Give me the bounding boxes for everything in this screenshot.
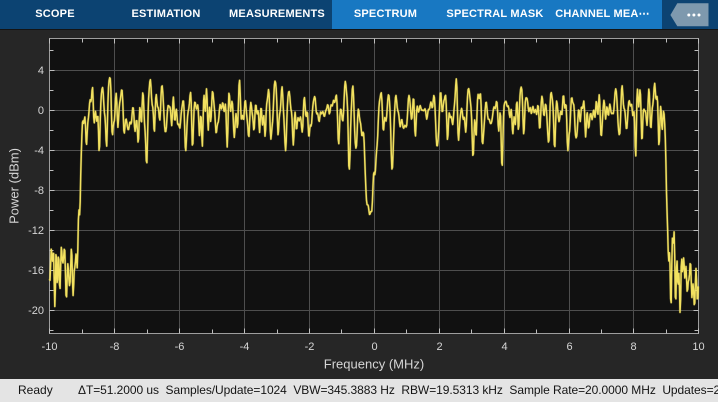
svg-text:-8: -8 (34, 185, 44, 197)
svg-text:-10: -10 (42, 341, 58, 353)
svg-text:Power (dBm): Power (dBm) (7, 148, 22, 224)
svg-text:-4: -4 (240, 341, 250, 353)
svg-text:6: 6 (566, 341, 572, 353)
svg-text:-4: -4 (34, 145, 44, 157)
svg-text:-2: -2 (305, 341, 315, 353)
svg-text:10: 10 (692, 341, 704, 353)
svg-text:-8: -8 (110, 341, 120, 353)
svg-text:-20: -20 (28, 305, 44, 317)
svg-text:8: 8 (630, 341, 636, 353)
svg-text:4: 4 (501, 341, 507, 353)
svg-text:-6: -6 (175, 341, 185, 353)
svg-text:2: 2 (436, 341, 442, 353)
svg-text:0: 0 (371, 341, 377, 353)
svg-text:4: 4 (38, 65, 44, 77)
svg-text:-12: -12 (28, 225, 44, 237)
svg-text:-16: -16 (28, 265, 44, 277)
svg-text:0: 0 (38, 105, 44, 117)
svg-text:Frequency (MHz): Frequency (MHz) (324, 357, 424, 372)
